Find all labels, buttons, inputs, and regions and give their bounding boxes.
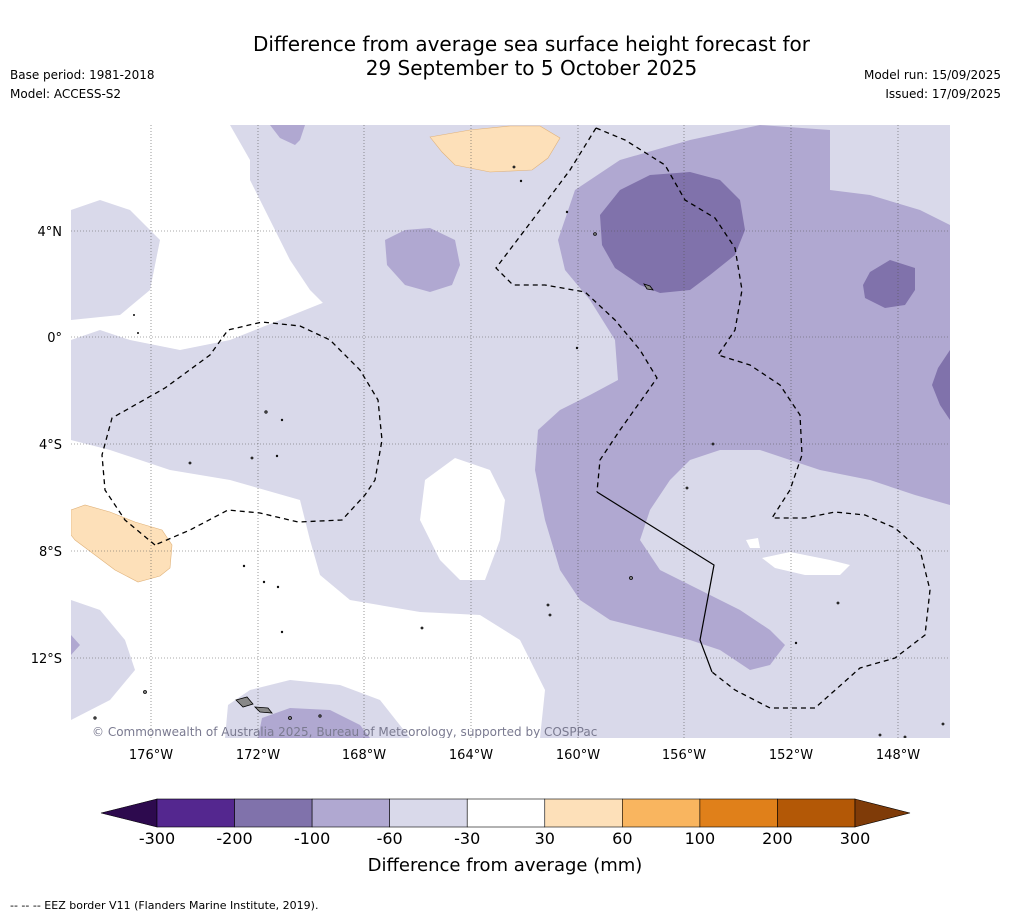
- colorbar-tick-label: -300: [139, 829, 175, 848]
- lat-label: 12°S: [31, 652, 62, 667]
- colorbar-label: Difference from average (mm): [368, 855, 643, 876]
- colorbar-segment: [699, 798, 778, 828]
- colorbar-segment: [311, 798, 390, 828]
- graticule: [71, 125, 950, 738]
- title-line-1: Difference from average sea surface heig…: [252, 32, 811, 56]
- colorbar-segment: [622, 798, 701, 828]
- colorbar-segment: [389, 798, 468, 828]
- colorbar-tick-label: 300: [840, 829, 871, 848]
- colorbar-segment: [156, 798, 235, 828]
- eez-solid-border: [596, 491, 715, 673]
- lat-label: 4°N: [38, 225, 63, 240]
- contour-band-plus30: [71, 125, 561, 583]
- colorbar-tick-label: 30: [535, 829, 555, 848]
- model-run: Model run: 15/09/2025: [863, 68, 1001, 82]
- latitude-labels: 4°N 0° 4°S 8°S 12°S: [31, 225, 62, 667]
- title-line-2: 29 September to 5 October 2025: [365, 56, 698, 80]
- lon-label: 156°W: [662, 748, 706, 763]
- lon-label: 148°W: [876, 748, 920, 763]
- colorbar-tick-label: -30: [454, 829, 480, 848]
- islands: [93, 165, 945, 738]
- lon-label: 164°W: [449, 748, 493, 763]
- colorbar-extend-left: [100, 798, 158, 828]
- meta-right: Model run: 15/09/2025 Issued: 17/09/2025: [864, 66, 1001, 104]
- samoa-island-1: [235, 696, 254, 708]
- lon-label: 152°W: [769, 748, 813, 763]
- colorbar-segment: [234, 798, 313, 828]
- colorbar-segments: [156, 798, 856, 828]
- copyright-text: © Commonwealth of Australia 2025, Bureau…: [92, 725, 597, 739]
- colorbar-tick-label: 60: [612, 829, 632, 848]
- lon-label: 168°W: [342, 748, 386, 763]
- colorbar-segment: [466, 798, 546, 828]
- colorbar-tick-label: -60: [377, 829, 403, 848]
- eez-borders: [101, 127, 931, 709]
- base-period: Base period: 1981-2018: [10, 68, 155, 82]
- eez-footnote: -- -- -- EEZ border V11 (Flanders Marine…: [10, 899, 319, 912]
- colorbar-segment: [544, 798, 623, 828]
- colorbar-ticks: -300 -200 -100 -60 -30 30 60 100 200 300: [139, 829, 870, 848]
- lat-label: 0°: [47, 331, 62, 346]
- lon-label: 176°W: [129, 748, 173, 763]
- kiribati-island: [643, 283, 654, 291]
- lon-label: 172°W: [236, 748, 280, 763]
- colorbar-segment: [777, 798, 856, 828]
- model-name: Model: ACCESS-S2: [10, 87, 122, 101]
- colorbar: -300 -200 -100 -60 -30 30 60 100 200 300 Differen…: [100, 798, 911, 876]
- colorbar-tick-label: -200: [216, 829, 252, 848]
- lat-label: 8°S: [39, 545, 62, 560]
- issued-date: Issued: 17/09/2025: [885, 87, 1001, 101]
- samoa-island-2: [253, 706, 273, 714]
- meta-left: Base period: 1981-2018 Model: ACCESS-S2: [10, 66, 155, 104]
- colorbar-tick-label: 100: [685, 829, 716, 848]
- colorbar-tick-label: 200: [762, 829, 793, 848]
- lon-label: 160°W: [556, 748, 600, 763]
- longitude-labels: 176°W 172°W 168°W 164°W 160°W 156°W 152°…: [129, 748, 920, 763]
- lat-label: 4°S: [39, 438, 62, 453]
- colorbar-extend-right: [854, 798, 911, 828]
- map-area: © Commonwealth of Australia 2025, Bureau…: [71, 125, 950, 739]
- contour-band-minus100: [600, 172, 950, 420]
- colorbar-tick-label: -100: [294, 829, 330, 848]
- map-title: Difference from average sea surface heig…: [0, 32, 1011, 80]
